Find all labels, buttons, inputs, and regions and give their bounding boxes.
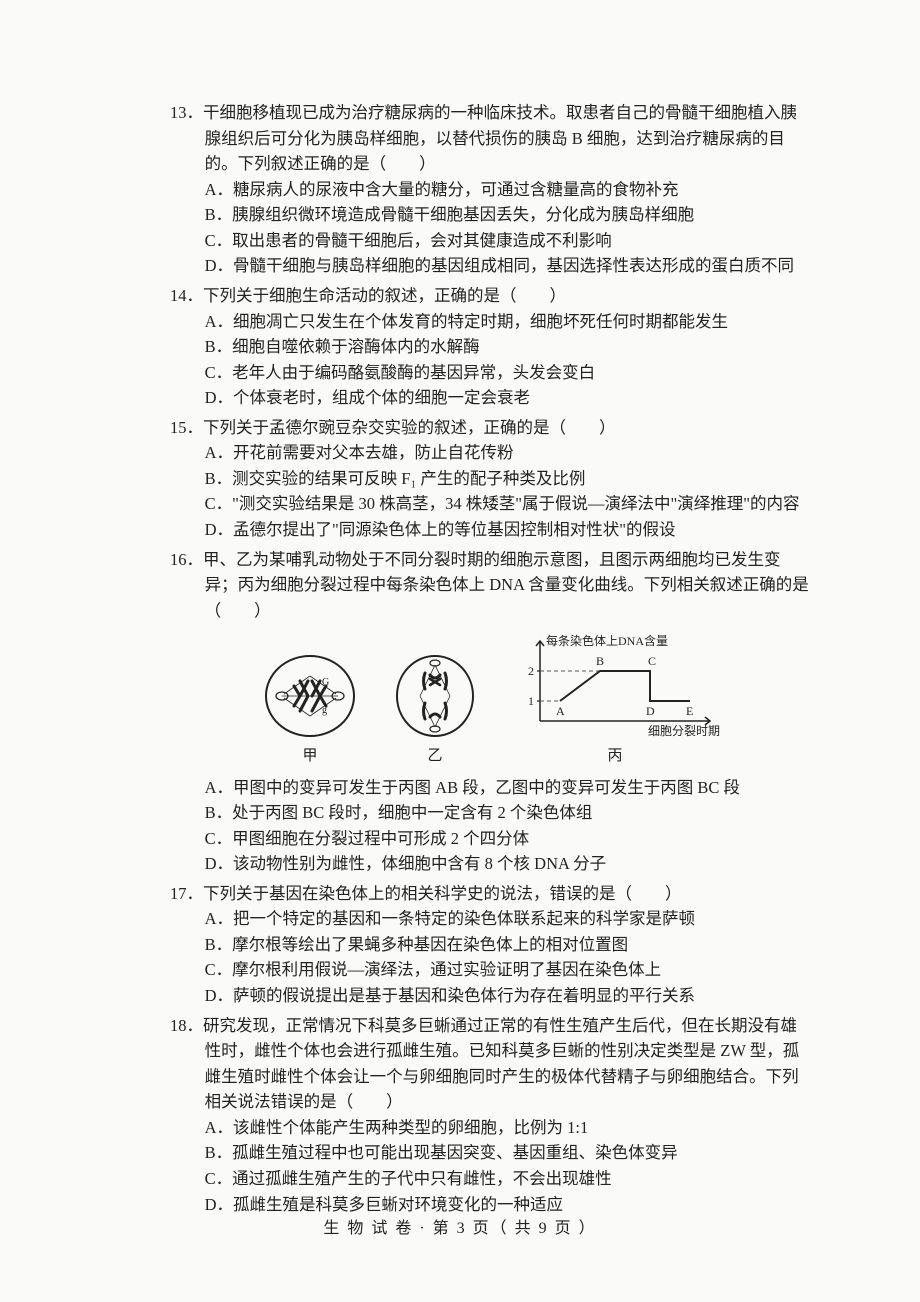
question-16: 16．甲、乙为某哺乳动物处于不同分裂时期的细胞示意图，且图示两细胞均已发生变异；… (170, 547, 810, 877)
option-14-c: C．老年人由于编码酪氨酸酶的基因异常，头发会变白 (205, 360, 810, 386)
question-18-stem: 18．研究发现，正常情况下科莫多巨蜥通过正常的有性生殖产生后代，但在长期没有雄性… (170, 1013, 810, 1115)
figure-yi-label: 乙 (427, 745, 442, 768)
option-15-d: D．孟德尔提出了"同源染色体上的等位基因控制相对性状"的假设 (205, 517, 810, 543)
ytick-2: 2 (528, 664, 534, 678)
question-13-stem: 13．干细胞移植现已成为治疗糖尿病的一种临床技术。取患者自己的骨髓干细胞植入胰腺… (170, 100, 810, 177)
option-18-c: C．通过孤雌生殖产生的子代中只有雌性，不会出现雄性 (205, 1166, 810, 1192)
option-13-b: B．胰腺组织微环境造成骨髓干细胞基因丢失，分化成为胰岛样细胞 (205, 202, 810, 228)
cell-yi-icon (390, 651, 480, 741)
question-15-stem: 15．下列关于孟德尔豌豆杂交实验的叙述，正确的是（ ） (170, 415, 810, 441)
question-14-options: A．细胞凋亡只发生在个体发育的特定时期，细胞坏死任何时期都能发生 B．细胞自噬依… (170, 309, 810, 411)
figure-bing-label: 丙 (607, 745, 622, 768)
option-14-d: D．个体衰老时，组成个体的细胞一定会衰老 (205, 385, 810, 411)
option-13-c: C．取出患者的骨髓干细胞后，会对其健康造成不利影响 (205, 228, 810, 254)
figure-bing: 1 2 A B C D E 每条染色体上DNA含量 细胞分裂时期 (510, 631, 720, 768)
option-15-b: B．测交实验的结果可反映 F₁ 产生的配子种类及比例 (205, 466, 810, 492)
option-17-b: B．摩尔根等绘出了果蝇多种基因在染色体上的相对位置图 (205, 932, 810, 958)
figure-jia-label: 甲 (302, 745, 317, 768)
gene-G-label: G (322, 677, 329, 688)
option-16-a: A．甲图中的变异可发生于丙图 AB 段，乙图中的变异可发生于丙图 BC 段 (205, 775, 810, 801)
figure-yi: 乙 (390, 651, 480, 768)
option-17-c: C．摩尔根利用假说—演绎法，通过实验证明了基因在染色体上 (205, 957, 810, 983)
option-16-c: C．甲图细胞在分裂过程中可形成 2 个四分体 (205, 826, 810, 852)
option-17-d: D．萨顿的假说提出是基于基因和染色体行为存在着明显的平行关系 (205, 983, 810, 1009)
option-16-d: D．该动物性别为雌性，体细胞中含有 8 个核 DNA 分子 (205, 851, 810, 877)
point-b: B (596, 654, 604, 668)
yaxis-label: 每条染色体上DNA含量 (546, 633, 668, 648)
question-17: 17．下列关于基因在染色体上的相关科学史的说法，错误的是（ ） A．把一个特定的… (170, 881, 810, 1009)
question-17-options: A．把一个特定的基因和一条特定的染色体联系起来的科学家是萨顿 B．摩尔根等绘出了… (170, 906, 810, 1008)
ytick-1: 1 (528, 694, 534, 708)
option-14-b: B．细胞自噬依赖于溶酶体内的水解酶 (205, 334, 810, 360)
option-16-b: B．处于丙图 BC 段时，细胞中一定含有 2 个染色体组 (205, 800, 810, 826)
option-13-a: A．糖尿病人的尿液中含大量的糖分，可通过含糖量高的食物补充 (205, 177, 810, 203)
xaxis-label: 细胞分裂时期 (648, 724, 720, 738)
question-17-stem: 17．下列关于基因在染色体上的相关科学史的说法，错误的是（ ） (170, 881, 810, 907)
option-18-a: A．该雌性个体能产生两种类型的卵细胞，比例为 1:1 (205, 1115, 810, 1141)
point-d: D (646, 704, 655, 718)
question-14-stem: 14．下列关于细胞生命活动的叙述，正确的是（ ） (170, 283, 810, 309)
option-15-c: C．"测交实验结果是 30 株高茎，34 株矮茎"属于假说—演绎法中"演绎推理"… (205, 491, 810, 517)
option-14-a: A．细胞凋亡只发生在个体发育的特定时期，细胞坏死任何时期都能发生 (205, 309, 810, 335)
question-16-figures: G g 甲 (170, 631, 810, 768)
question-14: 14．下列关于细胞生命活动的叙述，正确的是（ ） A．细胞凋亡只发生在个体发育的… (170, 283, 810, 411)
dna-content-chart: 1 2 A B C D E 每条染色体上DNA含量 细胞分裂时期 (510, 631, 720, 741)
question-15-options: A．开花前需要对父本去雄，防止自花传粉 B．测交实验的结果可反映 F₁ 产生的配… (170, 440, 810, 542)
gene-g-label: g (322, 705, 327, 716)
option-18-b: B．孤雌生殖过程中也可能出现基因突变、基因重组、染色体变异 (205, 1140, 810, 1166)
option-13-d: D．骨髓干细胞与胰岛样细胞的基因组成相同，基因选择性表达形成的蛋白质不同 (205, 253, 810, 279)
question-18: 18．研究发现，正常情况下科莫多巨蜥通过正常的有性生殖产生后代，但在长期没有雄性… (170, 1013, 810, 1218)
question-13: 13．干细胞移植现已成为治疗糖尿病的一种临床技术。取患者自己的骨髓干细胞植入胰腺… (170, 100, 810, 279)
option-15-a: A．开花前需要对父本去雄，防止自花传粉 (205, 440, 810, 466)
point-e: E (686, 704, 693, 718)
option-18-d: D．孤雌生殖是科莫多巨蜥对环境变化的一种适应 (205, 1192, 810, 1218)
option-17-a: A．把一个特定的基因和一条特定的染色体联系起来的科学家是萨顿 (205, 906, 810, 932)
point-c: C (648, 654, 656, 668)
question-16-stem: 16．甲、乙为某哺乳动物处于不同分裂时期的细胞示意图，且图示两细胞均已发生变异；… (170, 547, 810, 624)
question-15: 15．下列关于孟德尔豌豆杂交实验的叙述，正确的是（ ） A．开花前需要对父本去雄… (170, 415, 810, 543)
question-18-options: A．该雌性个体能产生两种类型的卵细胞，比例为 1:1 B．孤雌生殖过程中也可能出… (170, 1115, 810, 1217)
page-footer: 生 物 试 卷 · 第 3 页（ 共 9 页 ） (0, 1217, 920, 1242)
cell-jia-icon: G g (260, 651, 360, 741)
exam-page: 13．干细胞移植现已成为治疗糖尿病的一种临床技术。取患者自己的骨髓干细胞植入胰腺… (0, 0, 920, 1302)
point-a: A (556, 704, 565, 718)
question-13-options: A．糖尿病人的尿液中含大量的糖分，可通过含糖量高的食物补充 B．胰腺组织微环境造… (170, 177, 810, 279)
question-16-options: A．甲图中的变异可发生于丙图 AB 段，乙图中的变异可发生于丙图 BC 段 B．… (170, 775, 810, 877)
figure-jia: G g 甲 (260, 651, 360, 768)
